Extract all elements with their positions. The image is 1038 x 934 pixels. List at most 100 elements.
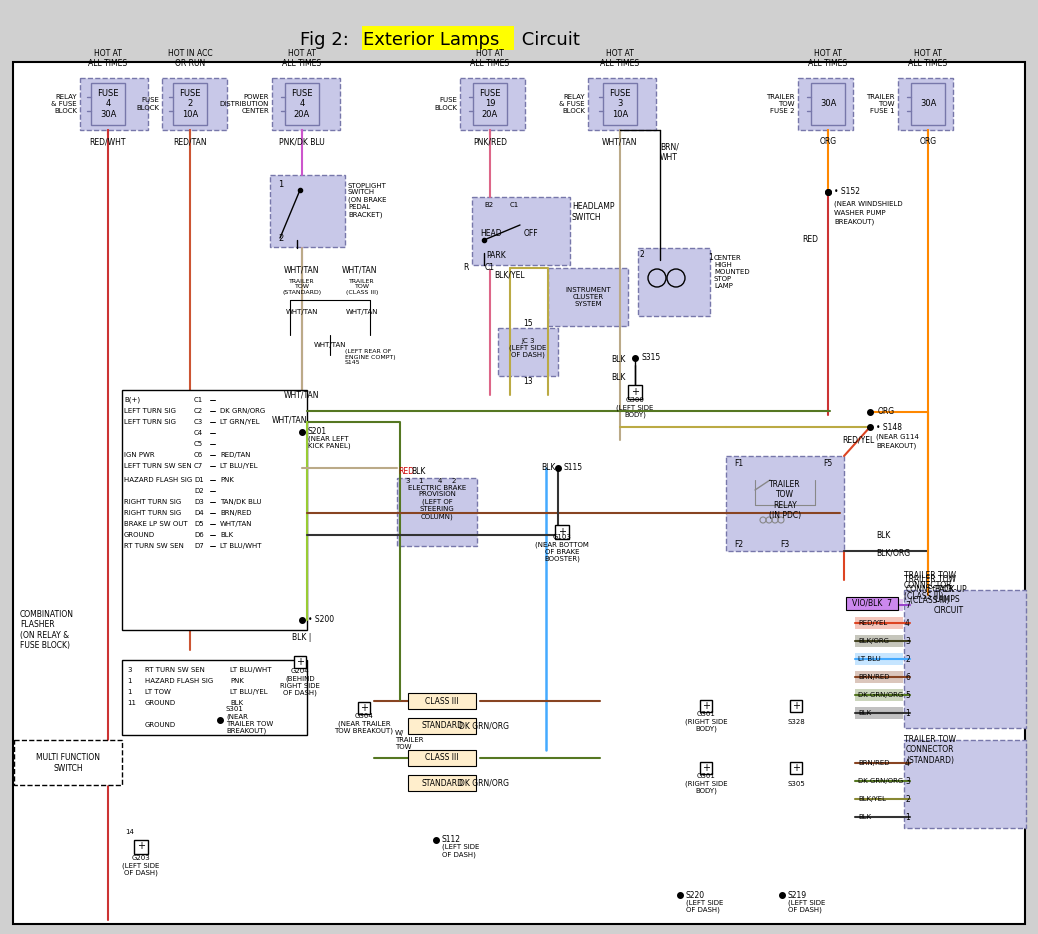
Text: S112: S112 — [442, 836, 461, 844]
Text: BLK |: BLK | — [293, 633, 311, 643]
Text: G300
(LEFT SIDE
BODY): G300 (LEFT SIDE BODY) — [617, 398, 654, 418]
Text: Exterior Lamps: Exterior Lamps — [363, 31, 499, 49]
Bar — [904, 590, 1026, 728]
Text: BLK: BLK — [610, 374, 625, 383]
Bar — [855, 671, 903, 683]
Text: 15: 15 — [523, 318, 532, 328]
Text: BACK-UP
LAMPS
CIRCUIT: BACK-UP LAMPS CIRCUIT — [934, 585, 966, 615]
Bar — [472, 197, 570, 265]
Text: GROUND: GROUND — [145, 722, 176, 728]
Text: F2: F2 — [734, 540, 743, 549]
Text: RELAY
& FUSE
BLOCK: RELAY & FUSE BLOCK — [51, 94, 77, 114]
Bar — [162, 78, 227, 130]
Text: +: + — [702, 701, 710, 711]
Text: RIGHT TURN SIG: RIGHT TURN SIG — [124, 510, 182, 516]
Text: GROUND: GROUND — [124, 532, 155, 538]
Text: (NEAR G114: (NEAR G114 — [876, 433, 919, 440]
Text: C7: C7 — [194, 463, 203, 469]
Text: S315: S315 — [641, 353, 660, 362]
Text: TRAILER
TOW
FUSE 1: TRAILER TOW FUSE 1 — [867, 94, 895, 114]
Text: BLK/YEL: BLK/YEL — [858, 796, 886, 802]
Text: RIGHT TURN SIG: RIGHT TURN SIG — [124, 499, 182, 505]
Text: F5: F5 — [823, 459, 832, 468]
Bar — [855, 689, 903, 701]
Bar — [700, 762, 712, 774]
Text: BLK/ORG: BLK/ORG — [858, 638, 889, 644]
Text: FUSE
19
20A: FUSE 19 20A — [480, 89, 500, 119]
Bar — [362, 26, 514, 50]
Text: OFF: OFF — [524, 229, 539, 237]
Text: LT BLU: LT BLU — [858, 656, 881, 662]
Text: W/
TRAILER
TOW: W/ TRAILER TOW — [395, 730, 424, 750]
Text: IGN PWR: IGN PWR — [124, 452, 155, 458]
Text: +: + — [792, 701, 800, 711]
Text: FUSE
2
10A: FUSE 2 10A — [180, 89, 200, 119]
Text: LT TOW: LT TOW — [145, 689, 171, 695]
Text: FUSE
4
20A: FUSE 4 20A — [292, 89, 312, 119]
Text: S115: S115 — [564, 463, 583, 473]
Text: ORG: ORG — [920, 137, 936, 147]
Text: G204
(BEHIND
RIGHT SIDE
OF DASH): G204 (BEHIND RIGHT SIDE OF DASH) — [280, 668, 320, 696]
Text: C3: C3 — [194, 419, 203, 425]
Text: HAZARD FLASH SIG: HAZARD FLASH SIG — [145, 678, 213, 684]
Bar — [272, 78, 340, 130]
Text: BRN/
WHT: BRN/ WHT — [660, 142, 679, 162]
Bar — [811, 83, 845, 125]
Text: POWER
DISTRIBUTION
CENTER: POWER DISTRIBUTION CENTER — [220, 94, 269, 114]
Text: FUSE
BLOCK: FUSE BLOCK — [136, 97, 159, 110]
Bar — [408, 693, 476, 709]
Text: +: + — [702, 763, 710, 773]
Bar — [408, 750, 476, 766]
Text: BLK: BLK — [541, 463, 555, 473]
Text: 1: 1 — [905, 813, 909, 822]
Text: DK GRN/ORG: DK GRN/ORG — [858, 778, 903, 784]
Text: 11: 11 — [127, 700, 136, 706]
Text: D7: D7 — [194, 543, 203, 549]
Bar — [173, 83, 207, 125]
Text: HOT IN ACC
OR RUN: HOT IN ACC OR RUN — [168, 49, 213, 68]
Text: RED/TAN: RED/TAN — [220, 452, 250, 458]
Text: 6: 6 — [905, 672, 910, 682]
Text: RED/WHT: RED/WHT — [89, 137, 127, 147]
Bar — [460, 78, 525, 130]
Text: HOT AT
ALL TIMES: HOT AT ALL TIMES — [600, 49, 639, 68]
Text: LT BLU/WHT: LT BLU/WHT — [220, 543, 262, 549]
Text: 3: 3 — [405, 478, 410, 484]
Text: 1: 1 — [905, 709, 909, 717]
Text: TAN/DK BLU: TAN/DK BLU — [220, 499, 262, 505]
Text: VIO/BLK: VIO/BLK — [858, 602, 885, 608]
Text: DK GRN/ORG: DK GRN/ORG — [459, 721, 509, 730]
Text: F1: F1 — [734, 459, 743, 468]
Text: +: + — [792, 763, 800, 773]
Text: BRN/RED: BRN/RED — [220, 510, 251, 516]
Text: BRAKE LP SW OUT: BRAKE LP SW OUT — [124, 521, 188, 527]
Text: D5: D5 — [194, 521, 203, 527]
Text: FUSE
4
30A: FUSE 4 30A — [98, 89, 118, 119]
Text: BLK: BLK — [411, 466, 426, 475]
Bar — [13, 740, 122, 785]
Text: WHT/TAN: WHT/TAN — [313, 342, 347, 348]
Text: +: + — [360, 703, 368, 713]
Text: DK GRN/ORG: DK GRN/ORG — [459, 779, 509, 787]
Text: F3: F3 — [781, 540, 790, 549]
Text: PNK/RED: PNK/RED — [473, 137, 507, 147]
Text: 14: 14 — [126, 829, 135, 835]
Text: LEFT TURN SIG: LEFT TURN SIG — [124, 408, 176, 414]
Text: +: + — [137, 841, 145, 851]
Text: RED: RED — [802, 235, 818, 245]
Text: RED/TAN: RED/TAN — [173, 137, 207, 147]
Text: BLK: BLK — [876, 531, 891, 540]
Text: 1: 1 — [708, 253, 713, 262]
Text: 30A: 30A — [920, 100, 936, 108]
Text: 30A: 30A — [820, 100, 837, 108]
Text: 3: 3 — [127, 667, 132, 673]
Bar — [628, 385, 641, 399]
Text: TRAILER
TOW
(CLASS III): TRAILER TOW (CLASS III) — [346, 278, 378, 295]
Text: WHT/TAN: WHT/TAN — [343, 265, 378, 275]
Text: G203
(LEFT SIDE
OF DASH): G203 (LEFT SIDE OF DASH) — [122, 856, 160, 876]
Text: RED/YEL: RED/YEL — [842, 435, 874, 445]
Text: LT BLU/YEL: LT BLU/YEL — [220, 463, 257, 469]
Text: MULTI FUNCTION
SWITCH: MULTI FUNCTION SWITCH — [36, 754, 100, 772]
Text: 3: 3 — [905, 776, 910, 785]
Text: BREAKOUT): BREAKOUT) — [834, 219, 874, 225]
